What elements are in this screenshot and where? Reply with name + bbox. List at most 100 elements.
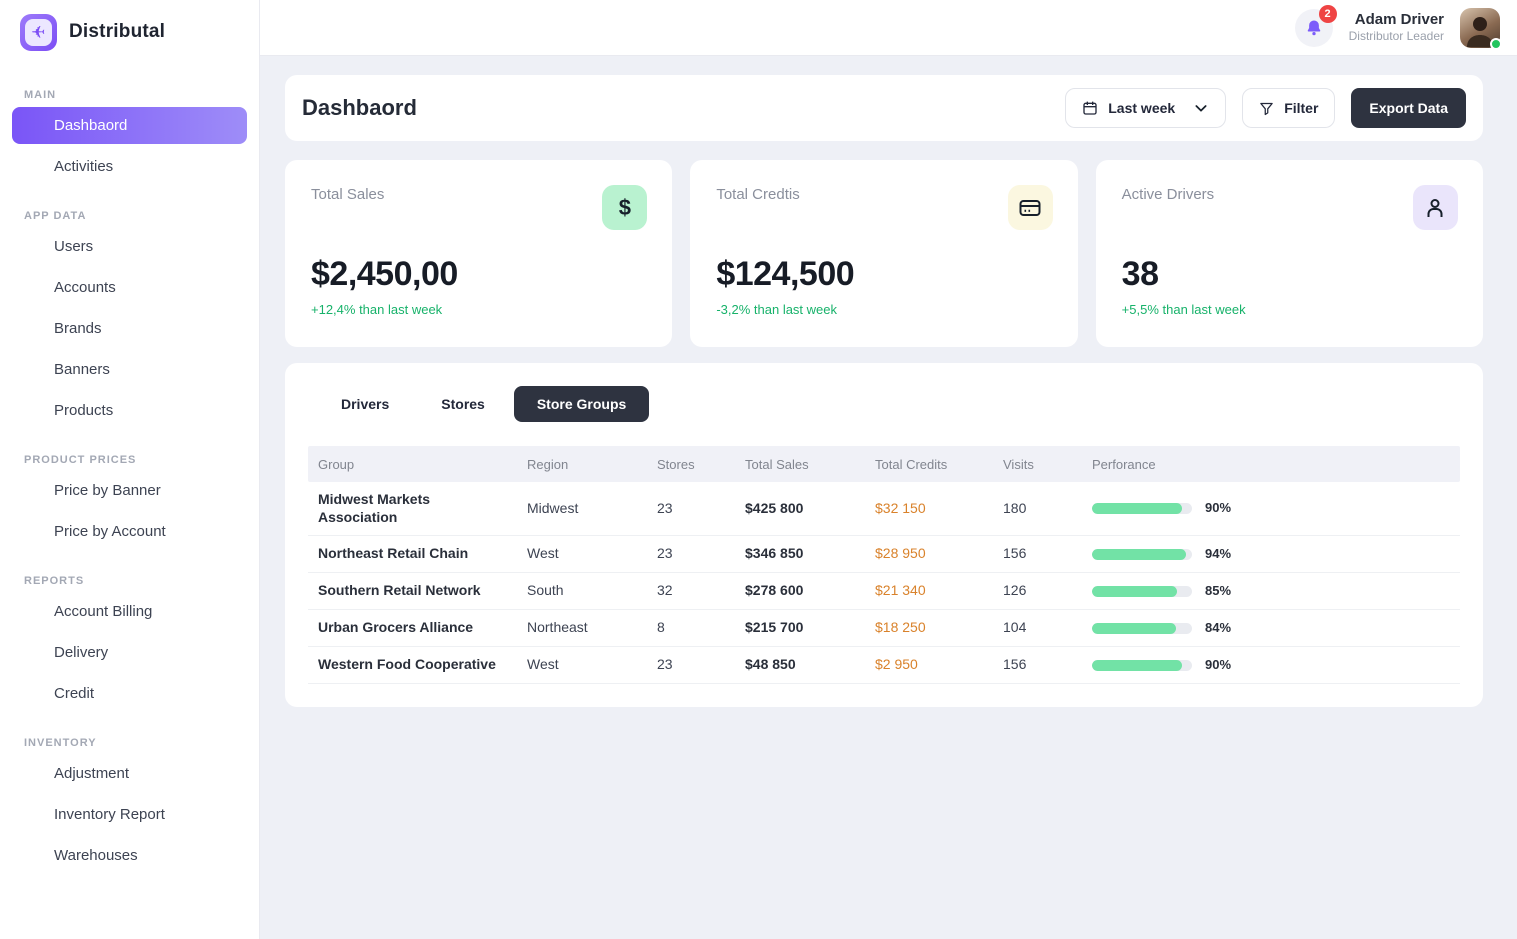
sidebar-item[interactable]: Users: [12, 228, 247, 265]
sidebar-item[interactable]: Delivery: [12, 634, 247, 671]
performance-bar: [1092, 659, 1192, 671]
stat-label: Active Drivers: [1121, 186, 1215, 203]
sidebar-item-label: Brands: [54, 320, 102, 337]
store-groups-table: Group Region Stores Total Sales Total Cr…: [308, 446, 1460, 684]
cell-visits: 180: [1003, 499, 1027, 516]
user-meta: Adam Driver Distributor Leader: [1349, 11, 1444, 45]
sidebar-section-label: Product Prices: [24, 454, 137, 466]
table-body: Midwest Markets Association Midwest 23 $…: [308, 482, 1460, 684]
cell-group: Southern Retail Network: [318, 582, 481, 599]
notifications-button[interactable]: 2: [1294, 4, 1337, 47]
col-group: Group: [318, 456, 355, 472]
sidebar-item[interactable]: Inventory Report: [12, 796, 247, 833]
brand: ✈ Distributal: [0, 0, 259, 64]
export-data-label: Export Data: [1369, 100, 1448, 116]
stat-card-active-drivers: Active Drivers 38 +5,5% than last week: [1095, 160, 1483, 347]
sidebar-section-label: App Data: [24, 210, 87, 222]
date-range-dropdown[interactable]: Last week: [1065, 88, 1227, 128]
user-avatar[interactable]: [1460, 7, 1502, 50]
main-content: Dashbaord Last week: [260, 56, 1517, 939]
sidebar-items: Price by Banner Price by Account: [0, 472, 259, 550]
cell-region: Midwest: [527, 499, 579, 516]
sidebar-section: Main Dashbaord Activities: [0, 89, 259, 185]
table-row[interactable]: Southern Retail Network South 32 $278 60…: [308, 573, 1460, 610]
cell-total-sales: $346 850: [745, 545, 804, 562]
table-card: Drivers Stores Store Groups Group Region…: [285, 363, 1483, 707]
chevron-down-icon: [1195, 105, 1207, 112]
table-row[interactable]: Midwest Markets Association Midwest 23 $…: [308, 482, 1460, 536]
tab-stores[interactable]: Stores: [418, 386, 508, 422]
sidebar-section: Inventory Adjustment Inventory Report Wa…: [0, 737, 259, 874]
airplane-icon: ✈: [25, 18, 52, 46]
page-title: Dashbaord: [302, 95, 417, 120]
sidebar-item[interactable]: Adjustment: [12, 755, 247, 792]
cell-region: West: [527, 545, 559, 562]
sidebar-item[interactable]: Price by Account: [12, 513, 247, 550]
sidebar-item[interactable]: Price by Banner: [12, 472, 247, 509]
sidebar-section: App Data Users Accounts Brands Banners P…: [0, 210, 259, 429]
stats-row: Total Sales $ $2,450,00 +12,4% than last…: [285, 160, 1483, 347]
bell-icon: [1307, 20, 1320, 35]
sidebar-item[interactable]: Banners: [12, 351, 247, 388]
topbar: 2 Adam Driver Distributor Leader: [260, 0, 1517, 56]
stat-value: $124,500: [716, 255, 855, 293]
tab-store-groups[interactable]: Store Groups: [513, 386, 650, 422]
sidebar-item[interactable]: Account Billing: [12, 593, 247, 630]
tabs: Drivers Stores Store Groups: [318, 386, 1460, 422]
stat-delta: +12,4% than last week: [311, 302, 443, 317]
sidebar-item-label: Credit: [54, 685, 95, 702]
avatar-person-icon: [1467, 16, 1493, 47]
cell-total-credits: $28 950: [875, 545, 926, 562]
sidebar-section-label: Inventory: [24, 737, 97, 749]
cell-region: South: [527, 582, 564, 599]
col-stores: Stores: [657, 456, 695, 472]
stat-label: Total Credtis: [716, 186, 800, 203]
cell-performance: 85%: [1082, 583, 1460, 599]
cell-performance: 90%: [1082, 657, 1460, 673]
table-row[interactable]: Urban Grocers Alliance Northeast 8 $215 …: [308, 610, 1460, 647]
cell-visits: 126: [1003, 582, 1027, 599]
credit-card-icon: [1007, 185, 1053, 230]
performance-value: 84%: [1205, 619, 1232, 635]
sidebar-section-label: Main: [24, 89, 57, 101]
sidebar-item[interactable]: Credit: [12, 675, 247, 712]
sidebar: ✈ Distributal Main Dashbaord Activities …: [0, 0, 260, 939]
content-column: 2 Adam Driver Distributor Leader Dashbao…: [260, 0, 1517, 939]
col-region: Region: [527, 456, 569, 472]
cell-stores: 23: [657, 656, 673, 673]
cell-total-sales: $215 700: [745, 619, 804, 636]
sidebar-item[interactable]: Warehouses: [12, 837, 247, 874]
sidebar-item-label: Products: [54, 402, 114, 419]
cell-stores: 23: [657, 499, 673, 516]
cell-performance: 84%: [1082, 620, 1460, 636]
sidebar-item[interactable]: Activities: [12, 148, 247, 185]
cell-group: Western Food Cooperative: [318, 656, 496, 673]
table-row[interactable]: Western Food Cooperative West 23 $48 850…: [308, 647, 1460, 684]
sidebar-item-label: Adjustment: [54, 765, 130, 782]
sidebar-section: Product Prices Price by Banner Price by …: [0, 454, 259, 550]
cell-total-sales: $425 800: [745, 499, 804, 516]
cell-total-sales: $48 850: [745, 656, 796, 673]
sidebar-item[interactable]: Accounts: [12, 269, 247, 306]
sidebar-item-label: Account Billing: [54, 603, 153, 620]
performance-bar: [1092, 503, 1192, 514]
cell-total-credits: $21 340: [875, 582, 926, 599]
sidebar-item-label: Inventory Report: [54, 806, 165, 823]
performance-value: 90%: [1205, 500, 1232, 516]
table-row[interactable]: Northeast Retail Chain West 23 $346 850 …: [308, 536, 1460, 573]
sidebar-item[interactable]: Products: [12, 392, 247, 429]
sidebar-item[interactable]: Dashbaord: [12, 107, 247, 144]
tab-drivers[interactable]: Drivers: [318, 386, 412, 422]
export-data-button[interactable]: Export Data: [1351, 88, 1466, 128]
stat-value: 38: [1121, 255, 1159, 293]
filter-button[interactable]: Filter: [1242, 88, 1336, 128]
performance-bar: [1092, 585, 1192, 597]
notification-badge: 2: [1318, 4, 1337, 23]
stat-delta: +5,5% than last week: [1121, 302, 1246, 317]
sidebar-item[interactable]: Brands: [12, 310, 247, 347]
sidebar-item-label: Delivery: [54, 644, 109, 661]
user-name: Adam Driver: [1354, 10, 1444, 28]
stat-card-total-sales: Total Sales $ $2,450,00 +12,4% than last…: [285, 160, 673, 347]
sidebar-item-label: Price by Account: [54, 523, 166, 540]
